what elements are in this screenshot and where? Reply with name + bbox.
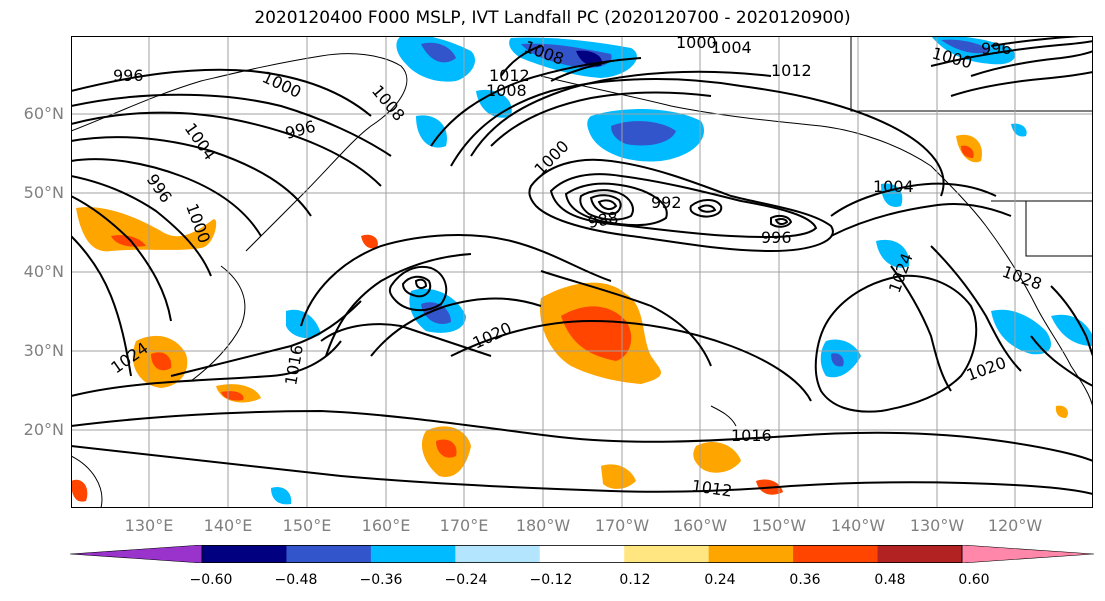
- lon-label: 140°W: [830, 516, 886, 535]
- colorbar-tick: −0.24: [444, 572, 488, 588]
- colorbar-tick: 0.60: [958, 572, 990, 588]
- lat-lon-grid: [71, 36, 1093, 508]
- lon-label: 150°E: [282, 516, 332, 535]
- lat-label-60n: 60°N: [23, 104, 64, 123]
- colorbar-segment: [624, 545, 710, 563]
- lon-label: 170°E: [439, 516, 489, 535]
- lon-label: 160°W: [672, 516, 728, 535]
- lon-label: 150°W: [751, 516, 807, 535]
- colorbar-tick: −0.12: [529, 572, 573, 588]
- colorbar-tick: 0.12: [619, 572, 651, 588]
- svg-text:1008: 1008: [486, 81, 527, 100]
- colorbar-tick: 0.48: [874, 572, 906, 588]
- colorbar-segment: [286, 545, 372, 563]
- colorbar-tick: −0.48: [274, 572, 318, 588]
- lon-label: 180°W: [515, 516, 571, 535]
- lon-label: 170°W: [594, 516, 650, 535]
- colorbar-tick: −0.60: [189, 572, 233, 588]
- colorbar-segment: [202, 545, 287, 563]
- svg-text:996: 996: [761, 228, 792, 247]
- colorbar-tick: −0.36: [359, 572, 403, 588]
- svg-text:1004: 1004: [873, 177, 914, 196]
- colorbar-segment: [877, 545, 963, 563]
- svg-text:996: 996: [113, 66, 144, 85]
- svg-text:1012: 1012: [489, 66, 530, 85]
- colorbar-extend-low: [70, 545, 203, 563]
- colorbar-segment: [793, 545, 879, 563]
- svg-text:996: 996: [981, 39, 1012, 58]
- svg-text:1012: 1012: [771, 61, 812, 80]
- lat-label-20n: 20°N: [23, 420, 64, 439]
- svg-text:992: 992: [651, 193, 682, 212]
- map-plot: 996 1000 1004 1008 1008 1000 1004 1012 1…: [71, 36, 1093, 508]
- map-title: 2020120400 F000 MSLP, IVT Landfall PC (2…: [254, 8, 851, 28]
- svg-text:1004: 1004: [711, 38, 752, 57]
- lat-label-40n: 40°N: [23, 262, 64, 281]
- mslp-contours: [71, 36, 1093, 495]
- colorbar-segment: [539, 545, 625, 563]
- svg-text:1016: 1016: [731, 426, 772, 445]
- lon-label: 130°E: [124, 516, 174, 535]
- lon-label: 140°E: [203, 516, 253, 535]
- lat-label-30n: 30°N: [23, 341, 64, 360]
- colorbar-segment: [370, 545, 456, 563]
- lon-label: 160°E: [361, 516, 411, 535]
- colorbar-tick: 0.24: [704, 572, 736, 588]
- svg-text:1000: 1000: [676, 36, 717, 52]
- colorbar-border: [201, 545, 963, 563]
- lat-label-50n: 50°N: [23, 183, 64, 202]
- ivt-positive-shading: [71, 134, 1068, 502]
- lon-label: 120°W: [987, 516, 1043, 535]
- lon-label: 130°W: [909, 516, 965, 535]
- colorbar-segment: [455, 545, 541, 563]
- colorbar-segment: [708, 545, 794, 563]
- colorbar-tick: 0.36: [789, 572, 821, 588]
- colorbar-extend-high: [961, 545, 1094, 563]
- colorbar: [70, 545, 1094, 563]
